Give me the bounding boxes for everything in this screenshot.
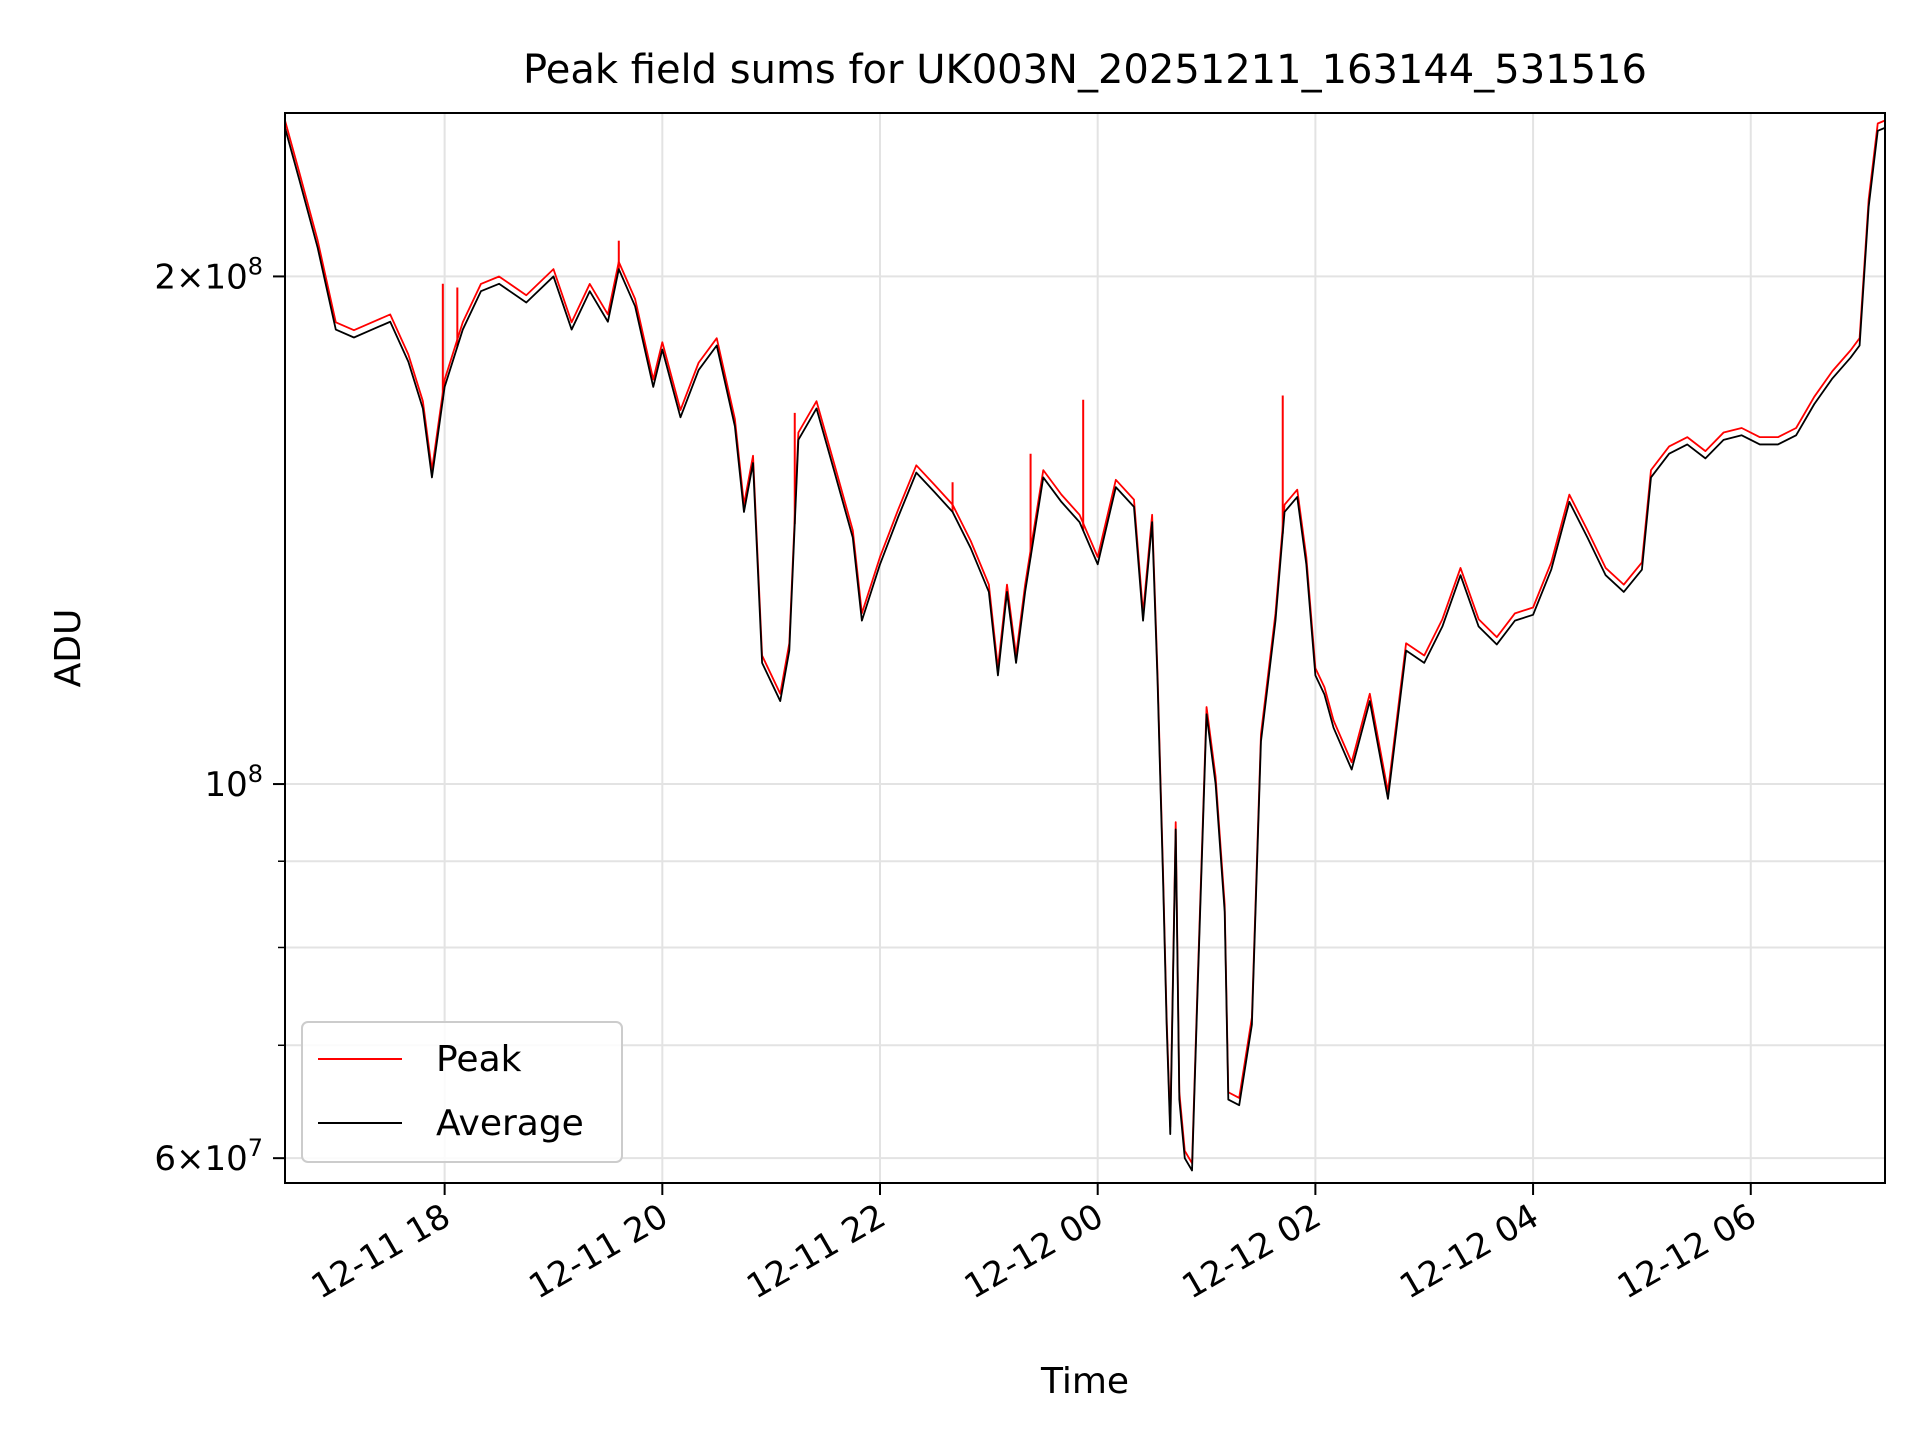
x-axis-label: Time	[1040, 1361, 1129, 1402]
legend: Peak Average	[301, 1021, 623, 1163]
y-tick-label: 6×107	[154, 1134, 263, 1179]
y-axis: 2×108 108 6×107	[154, 252, 285, 1179]
legend-box	[301, 1021, 623, 1163]
chart-title: Peak field sums for UK003N_20251211_1631…	[523, 47, 1647, 93]
y-axis-label: ADU	[48, 609, 89, 688]
series-line-average	[284, 126, 1886, 1172]
plot-frame	[284, 112, 1886, 1184]
legend-label-average: Average	[436, 1103, 584, 1144]
legend-label-peak: Peak	[436, 1039, 522, 1080]
grid	[285, 113, 1885, 1183]
y-tick-label: 2×108	[154, 252, 263, 297]
y-tick-label: 108	[204, 760, 263, 805]
series-layer	[284, 119, 1886, 1172]
